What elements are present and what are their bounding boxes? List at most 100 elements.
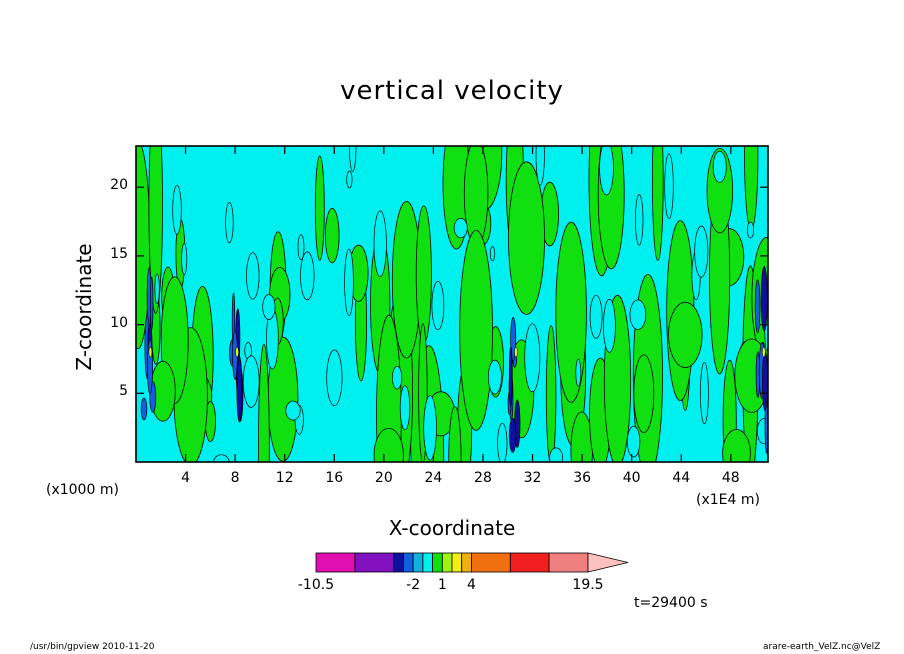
strong-velocity-core <box>140 397 148 421</box>
x-units-left: (x1000 m) <box>46 482 119 498</box>
contour-region <box>431 281 445 331</box>
contour-region <box>300 251 315 301</box>
contour-region <box>549 447 563 462</box>
contour-region <box>373 428 404 462</box>
contour-region <box>487 359 502 395</box>
strong-velocity-core <box>508 346 513 407</box>
contour-region <box>297 234 305 261</box>
strong-velocity-core <box>508 417 517 453</box>
contour-region <box>668 301 703 368</box>
contour-region <box>373 210 387 277</box>
contour-region <box>246 252 260 300</box>
plot-frame <box>135 145 769 463</box>
colorbar-label: 19.5 <box>572 577 604 593</box>
contour-region <box>497 422 508 462</box>
strong-velocity-core <box>148 346 153 358</box>
contour-region <box>326 349 343 406</box>
strong-velocity-core <box>760 266 768 332</box>
colorbar-label: -2 <box>406 577 421 593</box>
contour-region <box>314 155 325 261</box>
x-tick-label: 8 <box>230 470 240 486</box>
colorbar-swatch <box>441 552 453 573</box>
x-axis-label: X-coordinate <box>388 516 516 540</box>
colorbar-swatch <box>509 552 550 573</box>
colorbar-swatch <box>548 552 589 573</box>
contour-region <box>285 400 301 421</box>
x-tick-label: 28 <box>474 470 492 486</box>
contour-region <box>722 429 751 462</box>
contour-region <box>225 202 234 244</box>
contour-region <box>172 185 182 235</box>
contour-region <box>700 361 709 425</box>
x-tick-label: 4 <box>181 470 191 486</box>
colorbar-swatch <box>402 552 414 573</box>
x-tick-label: 48 <box>721 470 740 486</box>
contour-region <box>423 395 437 461</box>
colorbar-swatch <box>354 552 395 573</box>
y-tick-label: 20 <box>110 177 128 194</box>
contour-region <box>555 221 587 403</box>
contour-region <box>524 323 541 393</box>
y-tick-label: 15 <box>110 245 128 262</box>
footer-right: arare-earth_VelZ.nc@VelZ <box>763 642 881 652</box>
x-tick-label: 40 <box>622 470 641 486</box>
colorbar-swatch <box>432 552 443 573</box>
strong-velocity-core <box>762 350 768 412</box>
x-tick-label: 16 <box>325 470 344 486</box>
contour-region <box>154 273 160 304</box>
colorbar-swatch <box>470 552 511 573</box>
contour-region <box>242 355 260 408</box>
colorbar-swatch <box>412 552 424 573</box>
contour-region <box>448 406 462 462</box>
colorbar-swatch <box>315 552 356 573</box>
contour-region <box>712 150 727 183</box>
contour-region <box>258 343 270 462</box>
strong-velocity-core <box>236 356 243 423</box>
strong-velocity-core <box>150 276 154 330</box>
contour-region <box>535 146 545 186</box>
contour-region <box>324 208 340 264</box>
contour-region <box>664 153 674 220</box>
x-tick-label: 24 <box>424 470 443 486</box>
x-tick-label: 12 <box>275 470 294 486</box>
colorbar-label: 4 <box>466 577 476 593</box>
contour-region <box>508 161 545 315</box>
colorbar-swatch <box>461 552 472 573</box>
contour-region <box>349 146 357 172</box>
contour-region <box>392 365 403 390</box>
x-tick-label: 36 <box>573 470 592 486</box>
contour-region <box>181 243 188 275</box>
axis-ticks <box>136 146 768 462</box>
chart-title: vertical velocity <box>340 76 564 106</box>
strong-velocity-core <box>762 346 766 358</box>
contour-region <box>376 314 402 462</box>
contour-region <box>489 246 496 262</box>
contour-region <box>746 221 755 239</box>
contour-region <box>652 146 664 262</box>
contour-region <box>599 146 614 196</box>
contour-region <box>459 229 493 431</box>
colorbar <box>315 552 629 573</box>
contour-region <box>597 146 625 270</box>
colorbar-label: 1 <box>437 577 447 593</box>
strong-velocity-core <box>235 346 239 358</box>
contour-region <box>635 194 644 246</box>
contour-region <box>744 146 759 230</box>
colorbar-extend-arrow <box>587 552 629 573</box>
contour-region <box>629 299 647 330</box>
y-tick-label: 10 <box>110 314 128 331</box>
contour-region <box>399 385 411 431</box>
contour-region <box>344 248 354 317</box>
velocity-field <box>136 146 768 462</box>
contour-region <box>589 294 603 339</box>
strong-velocity-core <box>514 346 518 358</box>
time-label: t=29400 s <box>634 595 708 611</box>
colorbar-swatch <box>422 552 433 573</box>
footer-left: /usr/bin/gpview 2010-11-20 <box>30 642 155 652</box>
colorbar-label: -10.5 <box>297 577 335 593</box>
contour-region <box>603 298 616 353</box>
colorbar-swatch <box>393 552 404 573</box>
x-units-right: (x1E4 m) <box>696 492 760 508</box>
contour-region <box>346 170 353 189</box>
